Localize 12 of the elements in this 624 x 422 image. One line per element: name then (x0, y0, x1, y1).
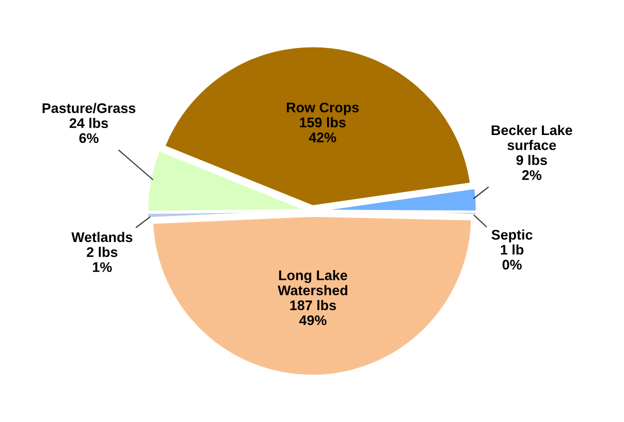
data-label: 159 lbs 42% (300, 117, 346, 142)
data-label: 1 lb 0% (500, 244, 524, 270)
slice-label: Becker Lake surface (492, 124, 572, 150)
slice-label: Long Lake Watershed (278, 270, 348, 296)
data-label: 9 lbs 2% (516, 154, 547, 180)
slice-label: Pasture/Grass (42, 102, 136, 114)
data-label: 24 lbs 6% (70, 118, 108, 144)
slice-label: Wetlands (71, 232, 132, 242)
data-label: 187 lbs 49% (290, 300, 336, 326)
slice-label: Septic (492, 229, 532, 242)
slice-label: Row Crops (286, 102, 359, 116)
data-label: 2 lbs 1% (86, 246, 118, 272)
